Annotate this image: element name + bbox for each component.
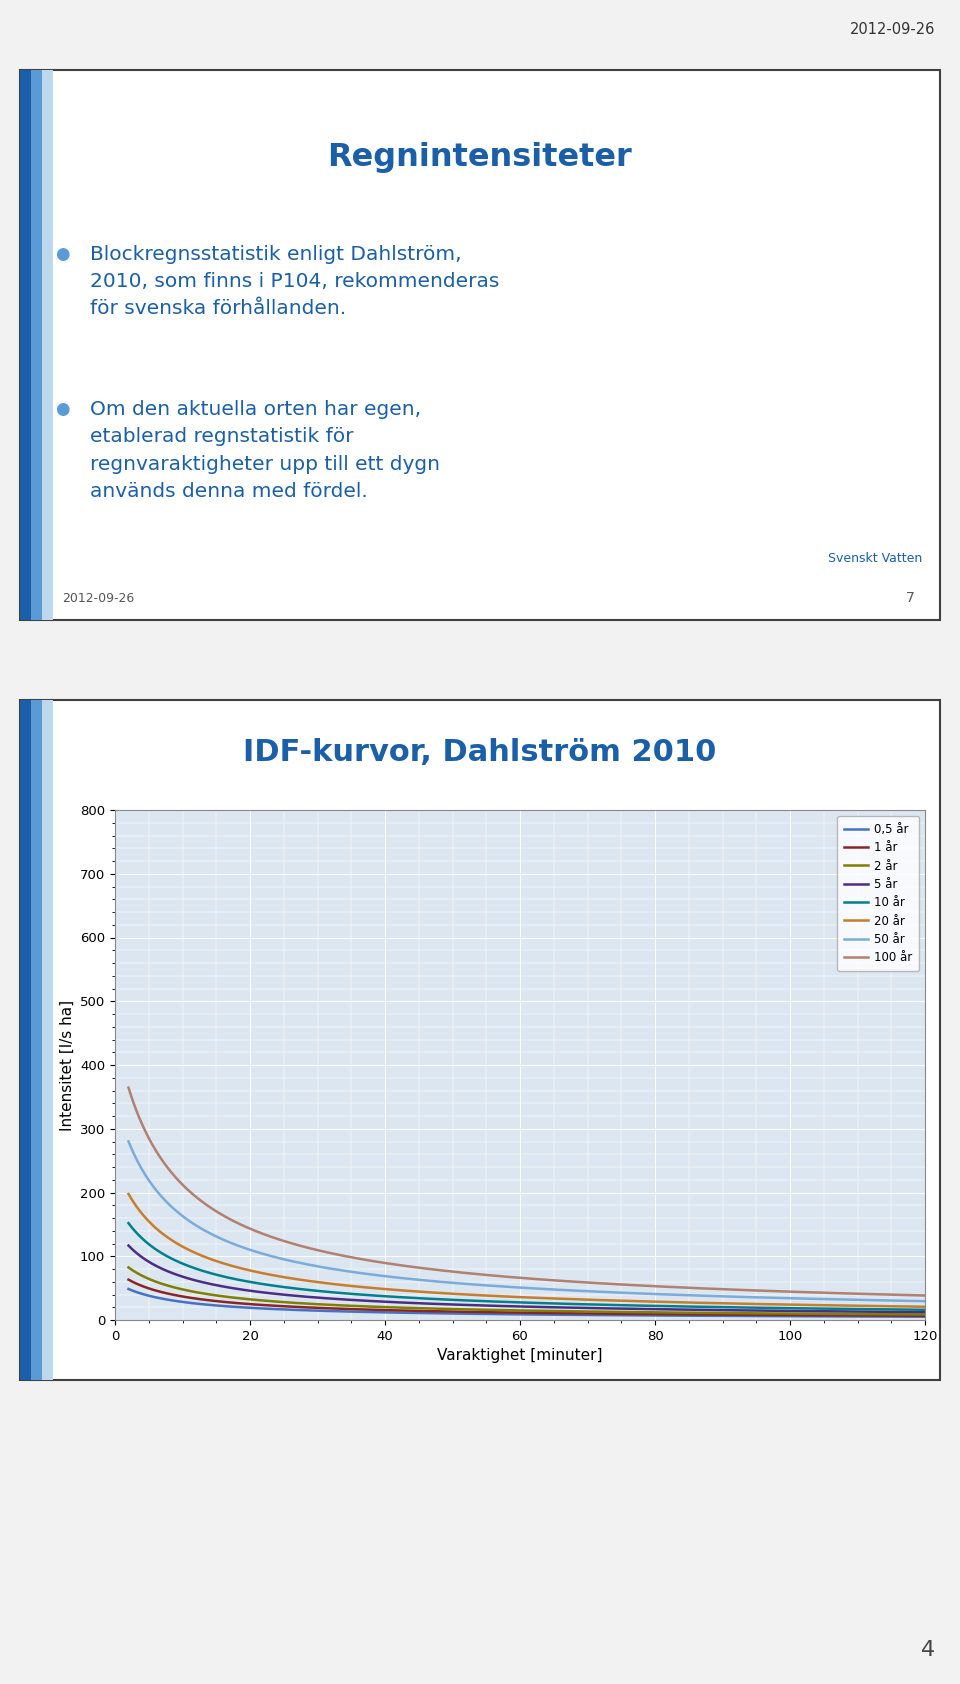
Bar	[31, 71, 42, 620]
100 år	[723, 1280, 734, 1300]
0,5 år	[723, 1305, 734, 1325]
Line: 20 år: 20 år	[129, 1194, 925, 1307]
100 år	[655, 1276, 666, 1297]
20 år	[592, 1290, 604, 1310]
1 år	[655, 1303, 666, 1324]
Text: 4: 4	[921, 1640, 935, 1660]
Bar	[20, 71, 31, 620]
5 år	[723, 1300, 734, 1320]
10 år	[723, 1297, 734, 1317]
Line: 10 år: 10 år	[129, 1223, 925, 1310]
2 år	[723, 1303, 734, 1324]
0,5 år	[327, 1302, 339, 1322]
Text: 2012-09-26: 2012-09-26	[62, 593, 134, 605]
50 år	[483, 1275, 494, 1295]
20 år	[723, 1293, 734, 1314]
Bar	[42, 71, 53, 620]
100 år	[123, 1078, 134, 1098]
100 år	[920, 1285, 931, 1305]
100 år	[483, 1265, 494, 1285]
50 år	[655, 1285, 666, 1305]
Bar	[31, 701, 42, 1379]
20 år	[920, 1297, 931, 1317]
1 år	[723, 1305, 734, 1325]
Line: 1 år: 1 år	[129, 1280, 925, 1315]
2 år	[483, 1300, 494, 1320]
10 år	[920, 1300, 931, 1320]
50 år	[592, 1282, 604, 1302]
10 år	[327, 1282, 339, 1302]
Text: 7: 7	[906, 591, 915, 605]
Legend: 0,5 år, 1 år, 2 år, 5 år, 10 år, 20 år, 50 år, 100 år: 0,5 år, 1 år, 2 år, 5 år, 10 år, 20 år, …	[837, 817, 919, 972]
Line: 50 år: 50 år	[129, 1142, 925, 1302]
5 år	[327, 1288, 339, 1308]
2 år	[655, 1302, 666, 1322]
100 år	[592, 1273, 604, 1293]
1 år	[123, 1270, 134, 1290]
Bar	[20, 71, 940, 620]
Line: 5 år: 5 år	[129, 1246, 925, 1312]
Text: Svenskt Vatten: Svenskt Vatten	[828, 552, 923, 566]
10 år	[592, 1295, 604, 1315]
0,5 år	[655, 1305, 666, 1325]
Bar	[20, 701, 940, 1379]
0,5 år	[592, 1305, 604, 1325]
10 år	[483, 1292, 494, 1312]
Text: Blockregnsstatistik enligt Dahlström,
2010, som finns i P104, rekommenderas
för : Blockregnsstatistik enligt Dahlström, 20…	[90, 244, 499, 318]
1 år	[327, 1298, 339, 1319]
1 år	[483, 1302, 494, 1322]
Text: ●: ●	[55, 244, 69, 263]
5 år	[123, 1236, 134, 1256]
0,5 år	[920, 1307, 931, 1327]
Line: 2 år: 2 år	[129, 1268, 925, 1315]
50 år	[123, 1132, 134, 1152]
1 år	[264, 1295, 276, 1315]
50 år	[723, 1287, 734, 1307]
Y-axis label: Intensitet [l/s ha]: Intensitet [l/s ha]	[60, 999, 75, 1130]
2 år	[920, 1305, 931, 1325]
5 år	[592, 1298, 604, 1319]
20 år	[264, 1265, 276, 1285]
Line: 0,5 år: 0,5 år	[129, 1288, 925, 1317]
10 år	[264, 1275, 276, 1295]
0,5 år	[123, 1278, 134, 1298]
Text: Om den aktuella orten har egen,
etablerad regnstatistik för
regnvaraktigheter up: Om den aktuella orten har egen, etablera…	[90, 401, 440, 500]
1 år	[592, 1303, 604, 1324]
20 år	[483, 1285, 494, 1305]
Text: ●: ●	[55, 401, 69, 418]
2 år	[264, 1292, 276, 1312]
50 år	[327, 1260, 339, 1280]
5 år	[655, 1298, 666, 1319]
5 år	[920, 1302, 931, 1322]
10 år	[123, 1212, 134, 1233]
20 år	[327, 1273, 339, 1293]
1 år	[920, 1305, 931, 1325]
2 år	[592, 1302, 604, 1322]
2 år	[123, 1258, 134, 1278]
5 år	[264, 1283, 276, 1303]
100 år	[264, 1226, 276, 1246]
0,5 år	[483, 1303, 494, 1324]
X-axis label: Varaktighet [minuter]: Varaktighet [minuter]	[437, 1349, 603, 1364]
0,5 år	[264, 1298, 276, 1319]
2 år	[327, 1295, 339, 1315]
20 år	[123, 1184, 134, 1204]
50 år	[920, 1292, 931, 1312]
100 år	[327, 1243, 339, 1263]
5 år	[483, 1295, 494, 1315]
50 år	[264, 1246, 276, 1266]
20 år	[655, 1292, 666, 1312]
Bar	[20, 701, 31, 1379]
Text: 2012-09-26: 2012-09-26	[850, 22, 935, 37]
10 år	[655, 1297, 666, 1317]
Text: IDF-kurvor, Dahlström 2010: IDF-kurvor, Dahlström 2010	[243, 738, 717, 766]
Text: Regnintensiteter: Regnintensiteter	[327, 141, 633, 173]
Bar	[42, 701, 53, 1379]
Line: 100 år: 100 år	[129, 1088, 925, 1295]
